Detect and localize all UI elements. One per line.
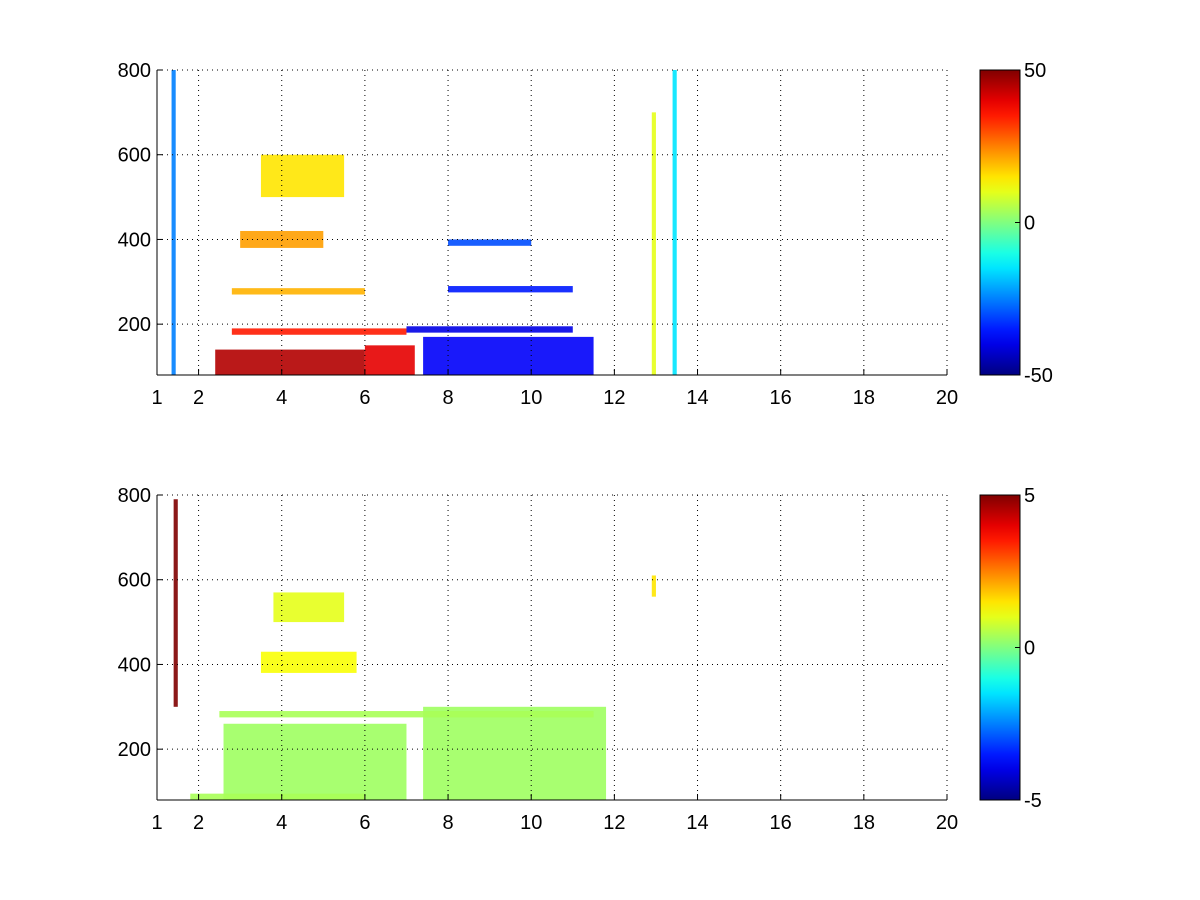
heatmap-feature-3: [219, 711, 594, 718]
colorbar: [979, 494, 1021, 801]
colorbar-tick-label: -50: [1024, 365, 1053, 387]
x-tick-label: 4: [276, 812, 287, 834]
x-tick-label: 2: [193, 387, 204, 409]
x-tick-label: 14: [686, 387, 708, 409]
heatmap-feature-4: [406, 326, 573, 333]
heatmap-feature-1: [423, 706, 607, 800]
heatmap-feature-8: [448, 239, 532, 246]
x-tick-label: 18: [853, 812, 875, 834]
x-tick-label: 8: [442, 387, 453, 409]
y-tick-label: 800: [118, 485, 151, 507]
heatmap-feature-3: [423, 336, 594, 375]
heatmap-feature-7: [240, 230, 324, 248]
y-tick-label: 400: [118, 229, 151, 251]
heatmap-feature-10: [171, 70, 176, 375]
heatmap-feature-0: [223, 723, 407, 800]
colorbar-tick-label: 5: [1024, 485, 1035, 507]
heatmap-feature-2: [231, 328, 407, 335]
colorbar-tick-label: -5: [1024, 790, 1042, 812]
x-tick-label: 12: [603, 812, 625, 834]
heatmap-feature-5: [448, 286, 573, 293]
x-tick-label: 2: [193, 812, 204, 834]
x-tick-label: 10: [520, 812, 542, 834]
x-tick-label: 14: [686, 812, 708, 834]
heatmap-feature-1: [364, 345, 415, 375]
x-tick-label: 1: [151, 387, 162, 409]
heatmap-feature-4: [260, 651, 357, 673]
y-tick-label: 400: [118, 654, 151, 676]
heatmap-cells: [171, 70, 677, 375]
y-tick-label: 600: [118, 570, 151, 592]
x-tick-label: 18: [853, 387, 875, 409]
x-tick-label: 10: [520, 387, 542, 409]
colorbar-tick-label: 50: [1024, 60, 1046, 82]
heatmap-feature-11: [651, 112, 656, 375]
y-tick-label: 800: [118, 60, 151, 82]
x-tick-label: 20: [936, 387, 958, 409]
heatmap-feature-7: [651, 575, 656, 597]
heatmap-feature-6: [231, 288, 365, 295]
x-tick-label: 6: [359, 812, 370, 834]
grid: [157, 69, 948, 375]
grid: [157, 494, 948, 800]
heatmap-feature-9: [260, 154, 345, 198]
x-tick-label: 1: [151, 812, 162, 834]
x-tick-label: 8: [442, 812, 453, 834]
heatmap-feature-0: [215, 349, 365, 375]
y-tick-label: 200: [118, 314, 151, 336]
heatmap-feature-5: [273, 592, 345, 623]
heatmap-cells: [173, 499, 656, 800]
y-tick-label: 600: [118, 145, 151, 167]
heatmap-feature-2: [190, 793, 365, 800]
x-tick-label: 20: [936, 812, 958, 834]
colorbar-tick-label: 0: [1024, 213, 1035, 235]
x-tick-label: 16: [770, 812, 792, 834]
x-tick-label: 4: [276, 387, 287, 409]
x-tick-label: 6: [359, 387, 370, 409]
x-tick-label: 12: [603, 387, 625, 409]
y-tick-label: 200: [118, 739, 151, 761]
colorbar-tick-label: 0: [1024, 638, 1035, 660]
x-tick-label: 16: [770, 387, 792, 409]
colorbar: [979, 69, 1021, 376]
heatmap-feature-12: [672, 70, 677, 375]
heatmap-feature-6: [173, 499, 178, 707]
